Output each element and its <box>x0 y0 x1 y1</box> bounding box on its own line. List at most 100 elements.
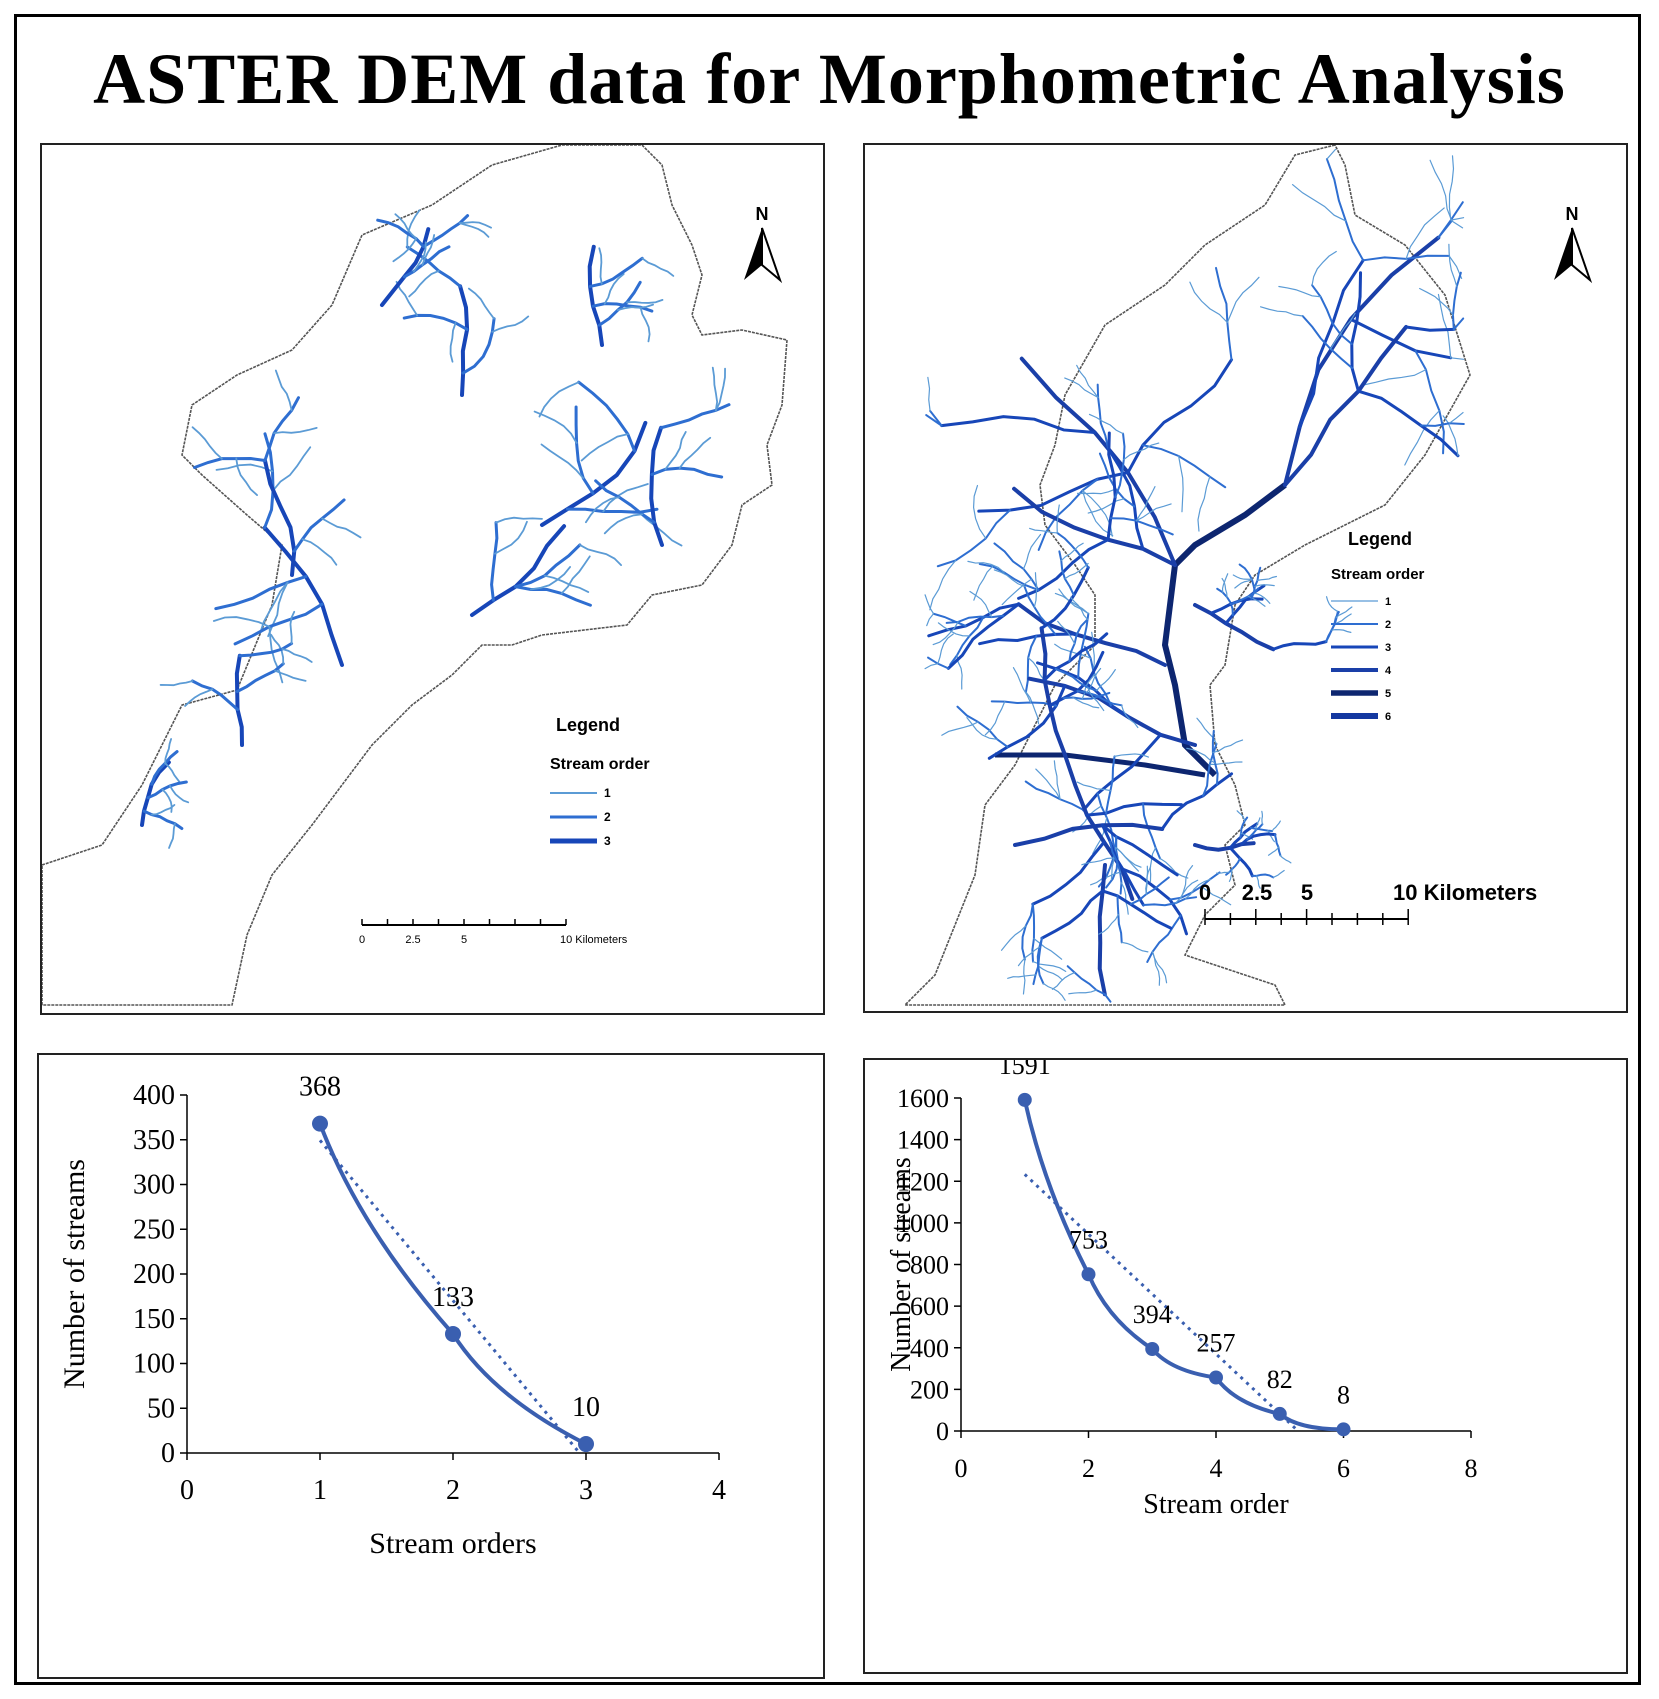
stream-segment <box>1301 315 1354 370</box>
stream-segment <box>929 409 943 427</box>
stream-segment <box>1349 317 1453 360</box>
stream-segment <box>1035 768 1061 800</box>
stream-segment <box>238 642 294 658</box>
stream-count-chart-right: 0 200 400 600 800 1000 1200 1400 1600 0 2 4 6 8 Stream… <box>863 1058 1628 1674</box>
stream-segment <box>1054 667 1098 692</box>
stream-segment <box>274 669 307 682</box>
stream-segment <box>649 425 664 547</box>
stream-segment <box>1216 871 1231 874</box>
x-axis-label: Stream order <box>1143 1489 1289 1520</box>
stream-segment <box>1082 733 1162 812</box>
stream-segment <box>1135 486 1156 522</box>
y-axis-label: Number of streams <box>58 1159 91 1389</box>
stream-segment <box>1053 760 1061 800</box>
stream-segment <box>978 632 1077 646</box>
stream-segment <box>1083 645 1112 707</box>
stream-segment <box>458 284 470 397</box>
stream-segment <box>1100 823 1145 907</box>
stream-segment <box>1221 577 1228 598</box>
stream-segment <box>1101 889 1173 930</box>
stream-segment <box>1429 159 1453 222</box>
stream-segment <box>234 653 244 747</box>
stream-segment <box>1437 293 1452 359</box>
y-tick-label: 200 <box>910 1375 949 1404</box>
y-axis-label: Number of streams <box>886 1157 917 1372</box>
stream-segment <box>1238 563 1257 593</box>
stream-segment <box>1273 833 1282 857</box>
stream-segment <box>262 525 344 667</box>
stream-segment <box>1040 566 1090 630</box>
stream-segment <box>1311 250 1337 286</box>
stream-segment <box>1228 846 1254 878</box>
stream-segment <box>1056 531 1090 569</box>
stream-segment <box>191 426 223 460</box>
stream-segment <box>1072 696 1100 709</box>
stream-segment <box>1056 504 1060 534</box>
stream-segment <box>1042 982 1066 1001</box>
stream-segment <box>1236 810 1246 822</box>
stream-segment <box>598 247 603 285</box>
stream-segment <box>1362 369 1427 386</box>
y-tick-label: 250 <box>133 1214 175 1245</box>
stream-segment <box>1106 446 1145 551</box>
y-tick-label: 400 <box>910 1334 949 1363</box>
stream-segment <box>972 484 987 539</box>
stream-segment <box>1126 358 1234 475</box>
stream-segment <box>263 396 300 462</box>
scale-bar: 0 2.5 5 10 Kilometers <box>359 919 628 946</box>
stream-segment <box>1023 585 1057 636</box>
stream-segment <box>616 303 654 311</box>
stream-segment <box>1334 613 1352 625</box>
x-tick-label: 6 <box>1337 1454 1350 1483</box>
stream-segment <box>924 594 935 615</box>
stream-segment <box>924 663 939 670</box>
stream-segment <box>1451 220 1464 229</box>
stream-segment <box>1081 489 1113 537</box>
stream-segment <box>1103 993 1112 1003</box>
stream-segment <box>1115 846 1142 868</box>
figure-title: ASTER DEM data for Morphometric Analysis <box>93 39 1566 119</box>
stream-segment <box>215 463 274 473</box>
data-point <box>1272 1406 1287 1421</box>
legend: Legend Stream order 1 2 3 4 5 6 <box>1331 529 1425 723</box>
stream-segment <box>449 322 457 363</box>
north-label: N <box>756 204 769 224</box>
stream-segment <box>405 245 462 288</box>
stream-segment <box>1098 913 1119 935</box>
stream-segment <box>587 244 604 347</box>
stream-segment <box>529 566 572 591</box>
stream-segment <box>262 458 297 577</box>
stream-segment <box>1012 667 1032 704</box>
stream-segment <box>1448 243 1458 288</box>
stream-segment <box>1037 965 1064 981</box>
stream-segment <box>1278 285 1322 298</box>
stream-segment <box>543 574 590 593</box>
stream-segment <box>1159 857 1189 879</box>
stream-segment <box>1250 566 1262 600</box>
stream-segment <box>993 569 1026 587</box>
stream-segment <box>578 544 623 566</box>
stream-segment <box>1215 266 1233 361</box>
stream-segment <box>301 538 338 566</box>
stream-segment <box>1024 635 1038 694</box>
data-label: 1591 <box>999 1060 1051 1080</box>
stream-segment <box>538 381 580 418</box>
stream-segment <box>190 679 240 711</box>
data-point <box>1209 1370 1223 1385</box>
stream-segment <box>161 788 173 813</box>
data-point <box>445 1325 461 1342</box>
stream-segment <box>406 209 421 248</box>
north-arrow-icon: N <box>1554 204 1593 284</box>
stream-segment <box>650 466 724 479</box>
stream-segment <box>1251 873 1275 879</box>
figure-frame <box>14 14 1641 1685</box>
stream-segment <box>495 516 543 524</box>
stream-segment <box>927 602 1021 638</box>
data-label: 753 <box>1069 1225 1108 1254</box>
stream-segment <box>565 507 659 514</box>
stream-segment <box>281 648 313 663</box>
legend-item-1: 1 <box>604 786 611 800</box>
stream-segment <box>1081 673 1096 700</box>
stream-segment <box>1240 832 1277 846</box>
stream-segment <box>626 299 664 304</box>
